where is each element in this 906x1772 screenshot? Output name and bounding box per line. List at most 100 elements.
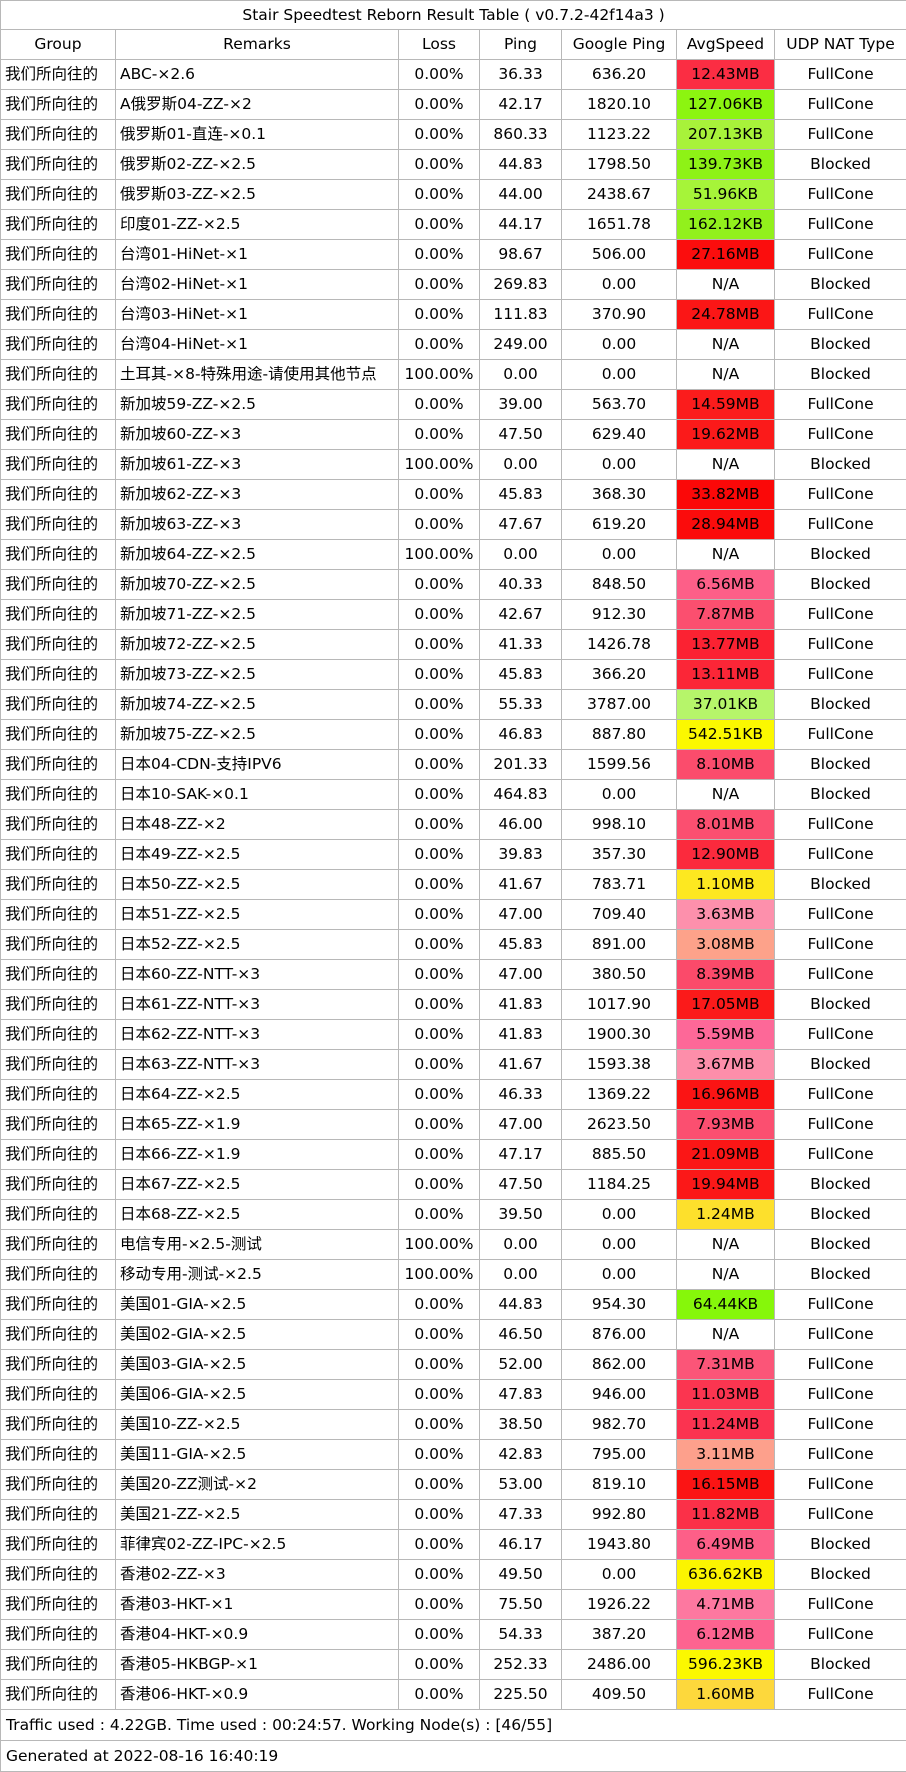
cell-ping: 0.00 <box>480 540 562 570</box>
cell-udp-nat-type: FullCone <box>775 840 906 870</box>
cell-ping: 55.33 <box>480 690 562 720</box>
cell-google-ping: 380.50 <box>562 960 677 990</box>
cell-ping: 46.00 <box>480 810 562 840</box>
cell-group: 我们所向往的 <box>1 1590 116 1620</box>
cell-avg-speed: 7.87MB <box>677 600 775 630</box>
cell-udp-nat-type: FullCone <box>775 210 906 240</box>
cell-remarks: 俄罗斯01-直连-×0.1 <box>116 120 399 150</box>
cell-ping: 36.33 <box>480 60 562 90</box>
cell-google-ping: 409.50 <box>562 1680 677 1710</box>
cell-loss: 0.00% <box>399 120 480 150</box>
cell-ping: 49.50 <box>480 1560 562 1590</box>
cell-remarks: 美国11-GIA-×2.5 <box>116 1440 399 1470</box>
cell-avg-speed: 28.94MB <box>677 510 775 540</box>
header-loss: Loss <box>399 30 480 60</box>
cell-group: 我们所向往的 <box>1 1020 116 1050</box>
cell-group: 我们所向往的 <box>1 840 116 870</box>
cell-avg-speed: 3.11MB <box>677 1440 775 1470</box>
cell-group: 我们所向往的 <box>1 1680 116 1710</box>
cell-ping: 47.50 <box>480 420 562 450</box>
cell-group: 我们所向往的 <box>1 1290 116 1320</box>
cell-avg-speed: 17.05MB <box>677 990 775 1020</box>
cell-group: 我们所向往的 <box>1 330 116 360</box>
cell-group: 我们所向往的 <box>1 1410 116 1440</box>
cell-group: 我们所向往的 <box>1 750 116 780</box>
cell-google-ping: 0.00 <box>562 1560 677 1590</box>
cell-udp-nat-type: FullCone <box>775 1680 906 1710</box>
cell-remarks: 移动专用-测试-×2.5 <box>116 1260 399 1290</box>
cell-udp-nat-type: FullCone <box>775 90 906 120</box>
cell-google-ping: 0.00 <box>562 540 677 570</box>
footer-generated-row: Generated at 2022-08-16 16:40:19 <box>1 1741 906 1772</box>
cell-google-ping: 1900.30 <box>562 1020 677 1050</box>
cell-udp-nat-type: FullCone <box>775 1080 906 1110</box>
header-remarks: Remarks <box>116 30 399 60</box>
cell-google-ping: 891.00 <box>562 930 677 960</box>
cell-avg-speed: 6.56MB <box>677 570 775 600</box>
cell-loss: 0.00% <box>399 1620 480 1650</box>
cell-udp-nat-type: FullCone <box>775 1620 906 1650</box>
cell-loss: 0.00% <box>399 420 480 450</box>
cell-google-ping: 366.20 <box>562 660 677 690</box>
cell-google-ping: 370.90 <box>562 300 677 330</box>
cell-avg-speed: 51.96KB <box>677 180 775 210</box>
cell-udp-nat-type: FullCone <box>775 900 906 930</box>
cell-ping: 252.33 <box>480 1650 562 1680</box>
title-row: Stair Speedtest Reborn Result Table ( v0… <box>1 1 906 30</box>
cell-group: 我们所向往的 <box>1 90 116 120</box>
cell-loss: 0.00% <box>399 1680 480 1710</box>
cell-group: 我们所向往的 <box>1 780 116 810</box>
cell-loss: 0.00% <box>399 1560 480 1590</box>
cell-udp-nat-type: Blocked <box>775 540 906 570</box>
cell-loss: 100.00% <box>399 450 480 480</box>
cell-loss: 0.00% <box>399 480 480 510</box>
cell-udp-nat-type: Blocked <box>775 750 906 780</box>
cell-group: 我们所向往的 <box>1 1110 116 1140</box>
cell-ping: 41.83 <box>480 990 562 1020</box>
cell-remarks: 日本52-ZZ-×2.5 <box>116 930 399 960</box>
cell-group: 我们所向往的 <box>1 870 116 900</box>
cell-remarks: 新加坡72-ZZ-×2.5 <box>116 630 399 660</box>
cell-udp-nat-type: Blocked <box>775 990 906 1020</box>
header-ping: Ping <box>480 30 562 60</box>
cell-group: 我们所向往的 <box>1 240 116 270</box>
cell-loss: 0.00% <box>399 240 480 270</box>
cell-loss: 0.00% <box>399 990 480 1020</box>
cell-remarks: 新加坡64-ZZ-×2.5 <box>116 540 399 570</box>
cell-udp-nat-type: FullCone <box>775 1350 906 1380</box>
cell-ping: 46.50 <box>480 1320 562 1350</box>
cell-loss: 0.00% <box>399 180 480 210</box>
cell-remarks: 日本63-ZZ-NTT-×3 <box>116 1050 399 1080</box>
cell-loss: 0.00% <box>399 1290 480 1320</box>
cell-remarks: 美国21-ZZ-×2.5 <box>116 1500 399 1530</box>
cell-group: 我们所向往的 <box>1 990 116 1020</box>
cell-remarks: 美国01-GIA-×2.5 <box>116 1290 399 1320</box>
cell-loss: 0.00% <box>399 810 480 840</box>
cell-google-ping: 1426.78 <box>562 630 677 660</box>
cell-google-ping: 619.20 <box>562 510 677 540</box>
cell-ping: 44.00 <box>480 180 562 210</box>
cell-ping: 44.83 <box>480 150 562 180</box>
cell-loss: 0.00% <box>399 1440 480 1470</box>
cell-remarks: 日本60-ZZ-NTT-×3 <box>116 960 399 990</box>
cell-google-ping: 992.80 <box>562 1500 677 1530</box>
cell-udp-nat-type: FullCone <box>775 660 906 690</box>
cell-loss: 0.00% <box>399 900 480 930</box>
cell-udp-nat-type: FullCone <box>775 1110 906 1140</box>
cell-avg-speed: 37.01KB <box>677 690 775 720</box>
cell-google-ping: 629.40 <box>562 420 677 450</box>
cell-loss: 0.00% <box>399 1170 480 1200</box>
cell-udp-nat-type: FullCone <box>775 480 906 510</box>
cell-udp-nat-type: FullCone <box>775 120 906 150</box>
